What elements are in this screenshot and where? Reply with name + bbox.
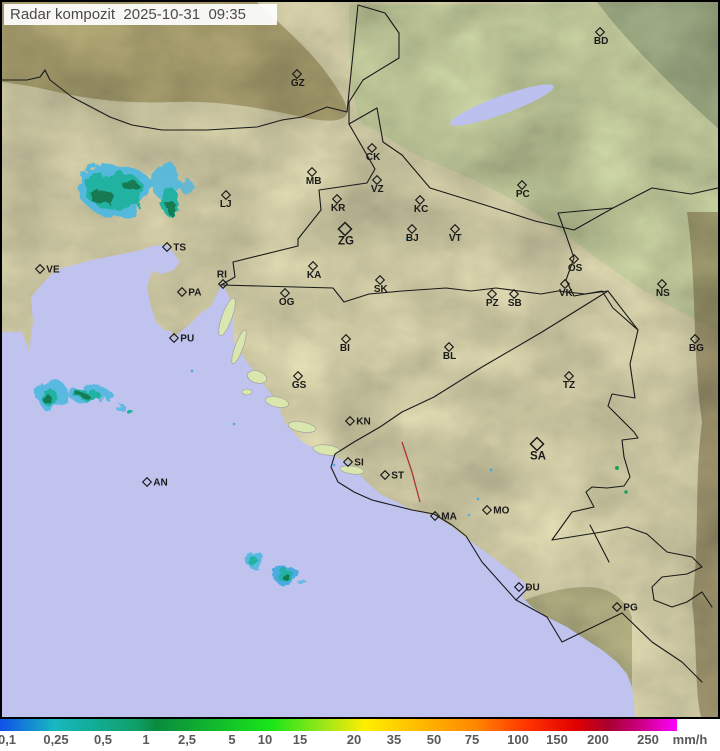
svg-text:KN: KN xyxy=(356,416,370,427)
svg-text:RI: RI xyxy=(217,270,227,281)
svg-text:PA: PA xyxy=(188,287,201,298)
svg-text:LJ: LJ xyxy=(220,199,232,210)
svg-text:AN: AN xyxy=(153,477,167,488)
svg-text:PZ: PZ xyxy=(486,298,499,309)
svg-text:MA: MA xyxy=(441,511,457,522)
svg-text:OS: OS xyxy=(568,263,583,274)
svg-text:BG: BG xyxy=(689,343,704,354)
svg-text:KC: KC xyxy=(414,204,428,215)
svg-text:TZ: TZ xyxy=(563,380,575,391)
svg-text:NS: NS xyxy=(656,288,670,299)
svg-text:SB: SB xyxy=(508,298,522,309)
svg-text:VE: VE xyxy=(46,264,60,275)
svg-text:VK: VK xyxy=(559,288,574,299)
svg-text:PC: PC xyxy=(516,189,530,200)
svg-text:PU: PU xyxy=(180,333,194,344)
svg-text:ST: ST xyxy=(391,470,404,481)
svg-text:VT: VT xyxy=(449,233,462,244)
svg-text:PG: PG xyxy=(623,602,638,613)
svg-text:KA: KA xyxy=(307,270,321,281)
svg-text:VZ: VZ xyxy=(371,184,384,195)
svg-text:BJ: BJ xyxy=(406,233,419,244)
svg-text:DU: DU xyxy=(525,582,539,593)
svg-text:BD: BD xyxy=(594,36,608,47)
svg-text:ZG: ZG xyxy=(338,236,354,248)
svg-text:BL: BL xyxy=(443,351,456,362)
svg-text:MB: MB xyxy=(306,176,322,187)
svg-text:GZ: GZ xyxy=(291,78,305,89)
svg-text:TS: TS xyxy=(173,242,186,253)
svg-text:BI: BI xyxy=(340,343,350,354)
svg-text:CK: CK xyxy=(366,152,381,163)
svg-text:KR: KR xyxy=(331,203,346,214)
svg-text:SA: SA xyxy=(530,451,546,463)
svg-text:MO: MO xyxy=(493,505,509,516)
svg-text:GS: GS xyxy=(292,380,307,391)
svg-text:SI: SI xyxy=(354,457,364,468)
svg-text:SK: SK xyxy=(374,284,389,295)
svg-text:OG: OG xyxy=(279,297,295,308)
